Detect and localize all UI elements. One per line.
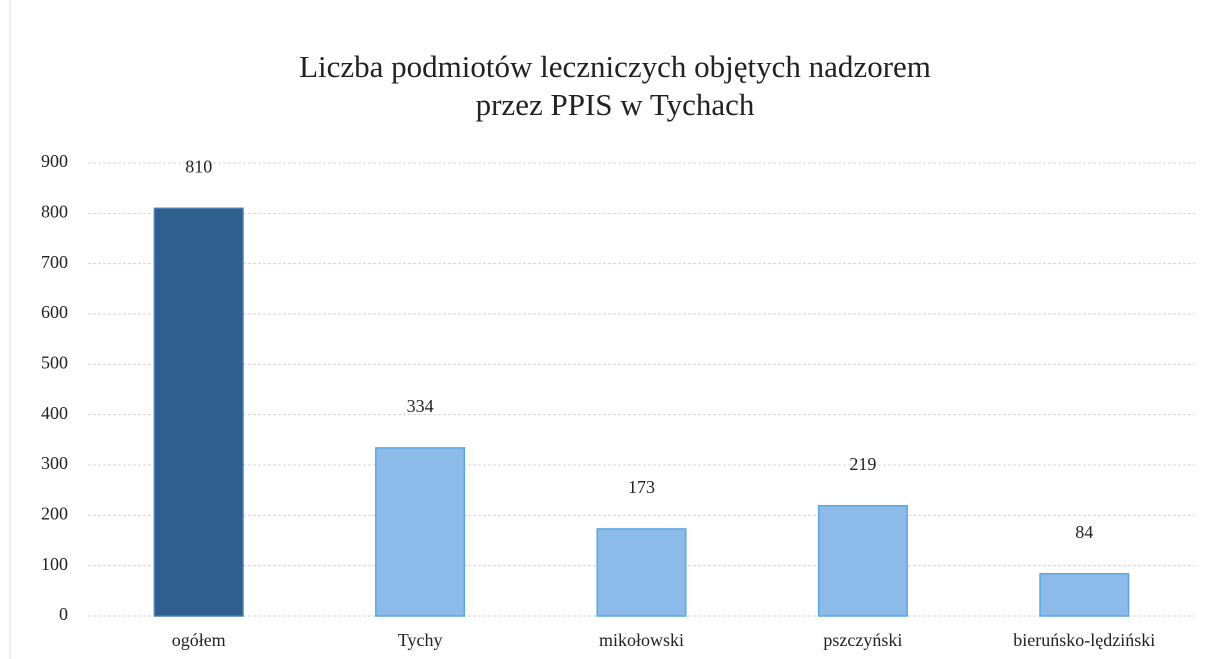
bar: [817, 505, 908, 617]
y-tick-label: 0: [59, 604, 68, 624]
data-label: 173: [628, 477, 655, 497]
bar: [153, 207, 244, 617]
x-tick-label: pszczyński: [823, 630, 902, 650]
x-tick-label: bieruńsko-lędziński: [1013, 630, 1155, 650]
x-tick-label: Tychy: [398, 630, 443, 650]
bar: [375, 447, 466, 617]
y-tick-label: 400: [41, 403, 68, 423]
x-tick-label: mikołowski: [599, 630, 684, 650]
y-tick-label: 700: [41, 252, 68, 272]
y-tick-label: 200: [41, 503, 68, 523]
y-tick-label: 100: [41, 554, 68, 574]
chart-title: przez PPIS w Tychach: [476, 87, 755, 122]
y-tick-label: 900: [41, 151, 68, 171]
data-label: 334: [407, 396, 434, 416]
y-tick-label: 800: [41, 201, 68, 221]
chart-title: Liczba podmiotów leczniczych objętych na…: [299, 49, 931, 84]
bar: [596, 528, 687, 617]
x-tick-label: ogółem: [172, 630, 226, 650]
data-label: 219: [849, 454, 876, 474]
y-tick-label: 600: [41, 302, 68, 322]
bar: [1039, 572, 1130, 617]
y-tick-label: 300: [41, 453, 68, 473]
data-label: 84: [1075, 522, 1093, 542]
y-tick-label: 500: [41, 352, 68, 372]
data-label: 810: [185, 156, 212, 176]
